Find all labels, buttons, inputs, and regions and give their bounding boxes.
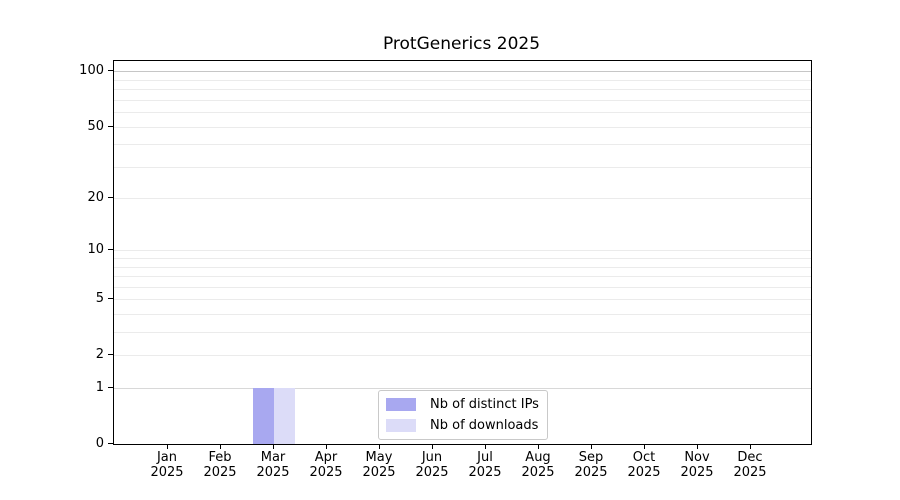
x-tick-year-mar: 2025 xyxy=(256,465,290,480)
x-tick-label-apr: Apr 2025 xyxy=(296,450,356,480)
gridline-40 xyxy=(114,144,811,146)
legend-swatch-distinct-ips xyxy=(386,398,416,411)
x-tick-sep xyxy=(591,444,592,449)
y-tick-0 xyxy=(108,443,113,444)
x-tick-jul xyxy=(485,444,486,449)
y-tick-label-100: 100 xyxy=(79,63,104,79)
x-tick-year-apr: 2025 xyxy=(309,465,343,480)
x-tick-label-sep: Sep 2025 xyxy=(561,450,621,480)
gridline-9 xyxy=(114,258,811,260)
x-tick-label-feb: Feb 2025 xyxy=(190,450,250,480)
y-tick-label-20: 20 xyxy=(87,190,104,206)
x-tick-year-jul: 2025 xyxy=(468,465,502,480)
x-tick-apr xyxy=(326,444,327,449)
x-tick-year-jan: 2025 xyxy=(150,465,184,480)
x-tick-year-oct: 2025 xyxy=(627,465,661,480)
x-tick-aug xyxy=(538,444,539,449)
legend-entry-distinct-ips: Nb of distinct IPs xyxy=(386,398,539,411)
gridline-7 xyxy=(114,276,811,278)
y-tick-20 xyxy=(108,197,113,199)
x-tick-label-mar: Mar 2025 xyxy=(243,450,303,480)
x-tick-mar xyxy=(273,444,274,449)
x-tick-year-jun: 2025 xyxy=(415,465,449,480)
x-tick-year-nov: 2025 xyxy=(680,465,714,480)
y-tick-100 xyxy=(108,70,113,72)
y-tick-1 xyxy=(108,387,113,389)
x-tick-year-may: 2025 xyxy=(362,465,396,480)
gridline-50 xyxy=(114,126,811,128)
x-tick-label-dec: Dec 2025 xyxy=(720,450,780,480)
gridline-5 xyxy=(114,299,811,301)
y-tick-10 xyxy=(108,249,113,251)
gridline-6 xyxy=(114,286,811,288)
x-tick-label-oct: Oct 2025 xyxy=(614,450,674,480)
x-tick-may xyxy=(379,444,380,449)
x-tick-year-feb: 2025 xyxy=(203,465,237,480)
x-tick-dec xyxy=(750,444,751,449)
x-tick-feb xyxy=(220,444,221,449)
gridline-4 xyxy=(114,314,811,316)
y-tick-50 xyxy=(108,125,113,127)
legend-label-downloads: Nb of downloads xyxy=(430,418,539,433)
x-tick-label-aug: Aug 2025 xyxy=(508,450,568,480)
legend: Nb of distinct IPs Nb of downloads xyxy=(378,390,548,440)
y-tick-label-1: 1 xyxy=(95,380,104,396)
gridline-100 xyxy=(114,71,811,73)
y-tick-2 xyxy=(108,354,113,356)
gridline-8 xyxy=(114,266,811,268)
bar-nb-of-downloads-mar xyxy=(274,388,295,444)
y-tick-label-2: 2 xyxy=(95,347,104,363)
y-tick-label-5: 5 xyxy=(95,291,104,307)
x-tick-label-nov: Nov 2025 xyxy=(667,450,727,480)
chart-title: ProtGenerics 2025 xyxy=(382,34,541,54)
x-tick-year-dec: 2025 xyxy=(733,465,767,480)
gridline-1 xyxy=(114,388,811,390)
x-tick-label-jan: Jan 2025 xyxy=(137,450,197,480)
gridline-80 xyxy=(114,89,811,91)
legend-swatch-downloads xyxy=(386,419,416,432)
x-tick-jan xyxy=(167,444,168,449)
x-tick-nov xyxy=(697,444,698,449)
y-tick-label-0: 0 xyxy=(95,436,104,451)
gridline-10 xyxy=(114,250,811,252)
legend-entry-downloads: Nb of downloads xyxy=(386,419,539,432)
x-tick-label-jul: Jul 2025 xyxy=(455,450,515,480)
y-tick-label-50: 50 xyxy=(87,118,104,134)
gridline-3 xyxy=(114,332,811,334)
y-tick-label-10: 10 xyxy=(87,242,104,258)
gridline-90 xyxy=(114,79,811,81)
x-tick-year-sep: 2025 xyxy=(574,465,608,480)
x-tick-jun xyxy=(432,444,433,449)
gridline-20 xyxy=(114,198,811,200)
x-tick-label-may: May 2025 xyxy=(349,450,409,480)
y-tick-5 xyxy=(108,298,113,300)
plot-area xyxy=(113,60,812,445)
bar-nb-of-distinct-ips-mar xyxy=(253,388,274,444)
gridline-70 xyxy=(114,99,811,101)
legend-label-distinct-ips: Nb of distinct IPs xyxy=(430,397,539,412)
x-tick-label-jun: Jun 2025 xyxy=(402,450,462,480)
x-tick-year-aug: 2025 xyxy=(521,465,555,480)
gridline-60 xyxy=(114,112,811,114)
gridline-2 xyxy=(114,355,811,357)
x-tick-oct xyxy=(644,444,645,449)
gridline-30 xyxy=(114,166,811,168)
